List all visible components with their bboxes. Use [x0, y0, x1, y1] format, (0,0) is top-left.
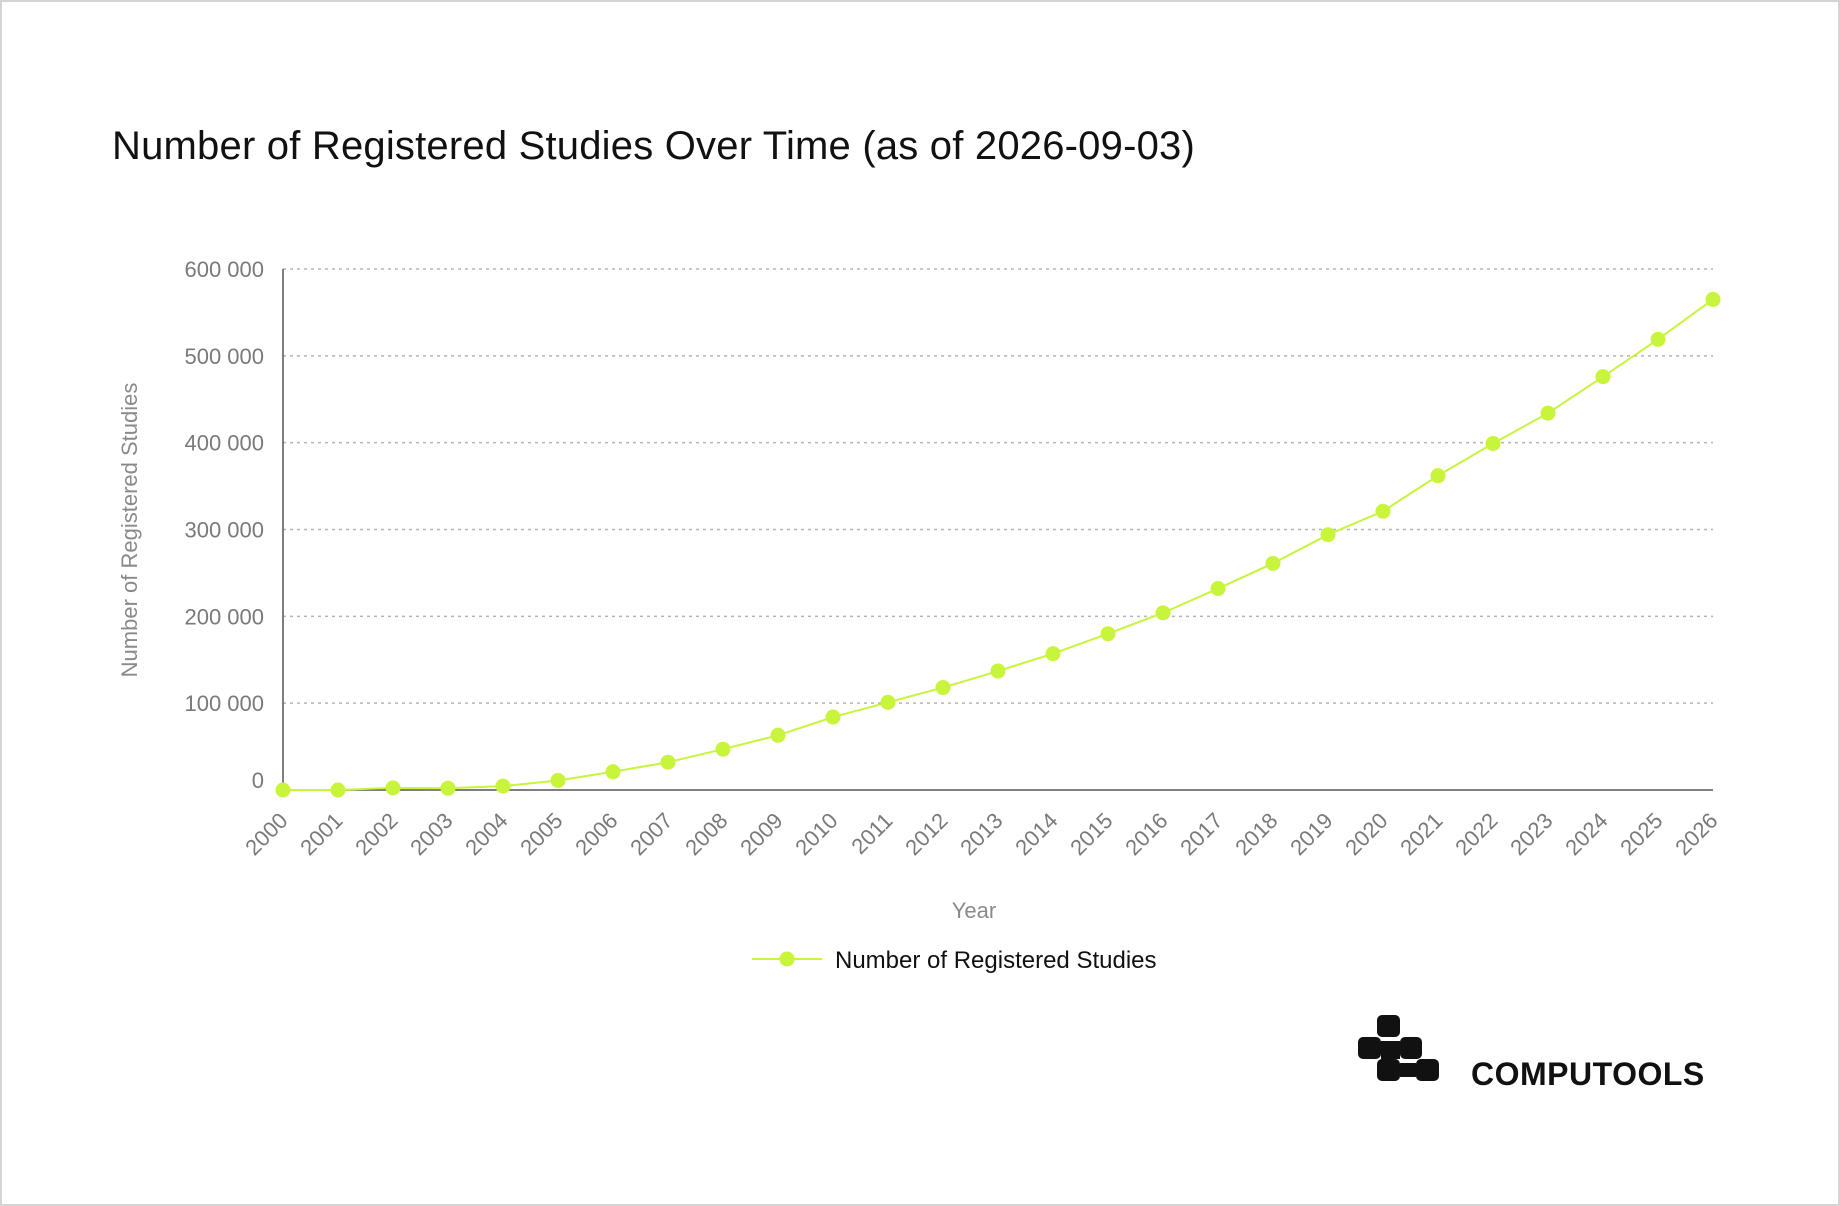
x-tick-labels: 2000 2001 2002 2003 2004 2005 2006 2007 2008 2009… [240, 808, 1722, 860]
x-tick-label: 2020 [1340, 808, 1392, 860]
x-tick-label: 2008 [680, 808, 732, 860]
data-point [1100, 626, 1116, 642]
data-point [495, 778, 511, 794]
data-point [1375, 503, 1391, 519]
x-tick-label: 2001 [295, 808, 347, 860]
x-tick-label: 2009 [735, 808, 787, 860]
y-tick-label: 600 000 [184, 257, 264, 282]
x-tick-label: 2026 [1670, 808, 1722, 860]
x-tick-label: 2024 [1560, 808, 1612, 860]
data-point [1155, 605, 1171, 621]
y-tick-label: 500 000 [184, 344, 264, 369]
data-point [1705, 291, 1721, 307]
data-point [330, 782, 346, 798]
x-tick-label: 2012 [900, 808, 952, 860]
x-tick-label: 2023 [1505, 808, 1557, 860]
y-tick-label: 100 000 [184, 691, 264, 716]
y-tick-label: 400 000 [184, 431, 264, 456]
x-tick-label: 2013 [955, 808, 1007, 860]
x-tick-label: 2018 [1230, 808, 1282, 860]
legend-dot-marker [779, 951, 795, 967]
data-point [935, 680, 951, 696]
x-tick-label: 2016 [1120, 808, 1172, 860]
x-tick-label: 2021 [1395, 808, 1447, 860]
data-point [1210, 581, 1226, 597]
legend-label: Number of Registered Studies [835, 947, 1157, 974]
data-point [605, 764, 621, 780]
x-tick-label: 2011 [846, 808, 897, 859]
data-point [990, 663, 1006, 679]
data-point [1320, 527, 1336, 543]
x-tick-label: 2019 [1285, 808, 1337, 860]
x-tick-label: 2002 [350, 808, 402, 860]
computools-logo-icon [1358, 1015, 1439, 1081]
data-point [715, 741, 731, 757]
data-point [825, 709, 841, 725]
x-tick-label: 2005 [515, 808, 567, 860]
data-point [1045, 646, 1061, 662]
x-tick-label: 2014 [1010, 808, 1062, 860]
x-tick-label: 2007 [625, 808, 677, 860]
series-layer [275, 291, 1721, 798]
x-tick-label: 2000 [240, 808, 292, 860]
y-tick-label: 200 000 [184, 604, 264, 629]
data-point [1540, 405, 1556, 421]
x-tick-label: 2015 [1065, 808, 1117, 860]
x-axis-label: Year [952, 898, 996, 923]
axes [282, 269, 1713, 791]
grid-lines [283, 268, 1713, 704]
data-point [660, 754, 676, 770]
data-point [880, 694, 896, 710]
series-line [283, 298, 1714, 791]
x-tick-label: 2017 [1175, 808, 1227, 860]
chart-title: Number of Registered Studies Over Time (… [112, 124, 1196, 168]
y-tick-label: 300 000 [184, 518, 264, 543]
data-point [550, 772, 566, 788]
y-axis-label: Number of Registered Studies [117, 383, 142, 678]
data-point [770, 727, 786, 743]
x-tick-label: 2025 [1615, 808, 1667, 860]
y-tick-label: 0 [252, 768, 264, 793]
data-point [1595, 369, 1611, 385]
brand-name: COMPUTOOLS [1471, 1056, 1705, 1092]
x-tick-label: 2004 [460, 808, 512, 860]
data-point [1430, 468, 1446, 484]
legend: Number of Registered Studies [752, 947, 1157, 974]
data-point [1485, 436, 1501, 452]
y-tick-labels: 0 100 000 200 000 300 000 400 000 500 000 600 … [184, 257, 264, 793]
x-tick-label: 2022 [1450, 808, 1502, 860]
data-point [1265, 555, 1281, 571]
data-point [275, 782, 291, 798]
x-tick-label: 2006 [570, 808, 622, 860]
data-point [1650, 331, 1666, 347]
data-point [440, 780, 456, 796]
x-tick-label: 2010 [790, 808, 842, 860]
x-tick-label: 2003 [405, 808, 457, 860]
data-point [385, 780, 401, 796]
